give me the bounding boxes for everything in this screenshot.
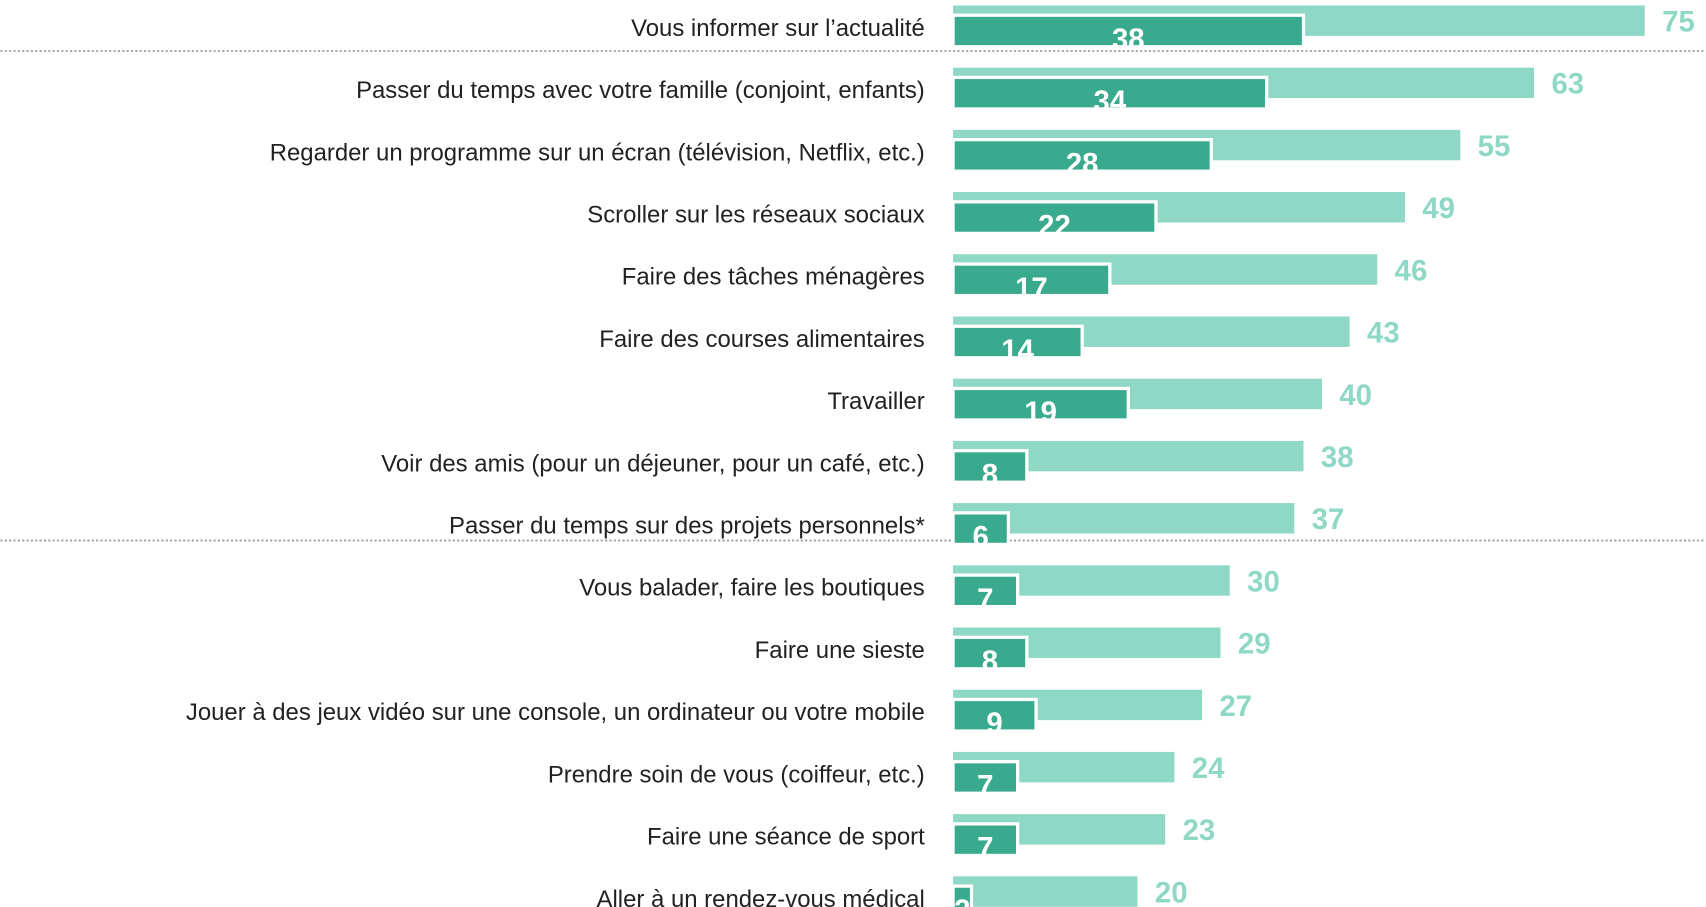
value-label: 2 [954,894,970,907]
value-label: 8 [982,458,998,491]
value-label: 30 [1247,565,1280,598]
value-label: 7 [977,832,993,865]
value-label: 8 [982,645,998,678]
bar-subset [951,635,1029,671]
value-label: 43 [1367,317,1400,350]
value-label: 37 [1312,503,1345,536]
category-label: Vous balader, faire les boutiques [579,575,925,602]
value-label: 28 [1066,147,1099,180]
value-label: 7 [977,583,993,616]
bar-subset [951,573,1020,609]
category-label: Faire une séance de sport [647,824,925,851]
value-label: 24 [1192,752,1225,785]
value-label: 49 [1422,192,1455,225]
bar-subset [951,324,1084,360]
category-label: Passer du temps avec votre famille (conj… [356,77,925,104]
value-label: 17 [1015,272,1048,305]
value-label: 14 [1001,334,1034,367]
value-label: 7 [977,769,993,802]
category-label: Voir des amis (pour un déjeuner, pour un… [381,450,925,477]
bar-subset [951,884,974,907]
value-label: 46 [1395,254,1428,287]
value-label: 38 [1321,441,1354,474]
category-label: Prendre soin de vous (coiffeur, etc.) [548,761,925,788]
category-label: Faire une sieste [755,637,925,664]
category-label: Regarder un programme sur un écran (télé… [270,139,925,166]
value-label: 55 [1478,130,1511,163]
bar-subset [951,511,1011,547]
category-label: Vous informer sur l’actualité [631,15,925,42]
bar-subset [951,200,1158,236]
bar-subset [951,75,1269,111]
bar-subset [951,13,1306,49]
category-label: Scroller sur les réseaux sociaux [587,202,925,229]
bar-subset [951,386,1130,422]
value-label: 29 [1238,628,1271,661]
bar-total [953,876,1138,907]
value-label: 9 [986,707,1002,740]
value-label: 34 [1093,85,1126,118]
bar-subset [951,262,1112,298]
category-label: Faire des courses alimentaires [599,326,925,353]
value-label: 22 [1038,210,1071,243]
value-label: 19 [1024,396,1057,429]
value-label: 75 [1662,6,1695,39]
value-label: 27 [1219,690,1252,723]
category-label: Aller à un rendez-vous médical [597,886,925,907]
value-label: 38 [1112,23,1145,56]
bar-subset [951,822,1020,858]
value-label: 6 [973,521,989,554]
bar-subset [951,760,1020,795]
value-label: 23 [1183,814,1216,847]
category-label: Jouer à des jeux vidéo sur une console, … [186,699,925,726]
category-label: Faire des tâches ménagères [622,264,925,291]
bar-subset [951,138,1213,173]
category-label: Passer du temps sur des projets personne… [449,513,925,540]
bar-subset [951,449,1029,484]
bar-subset [951,697,1038,733]
category-label: Travailler [827,388,924,415]
value-label: 40 [1339,379,1372,412]
value-label: 63 [1551,68,1584,101]
value-label: 20 [1155,876,1188,907]
